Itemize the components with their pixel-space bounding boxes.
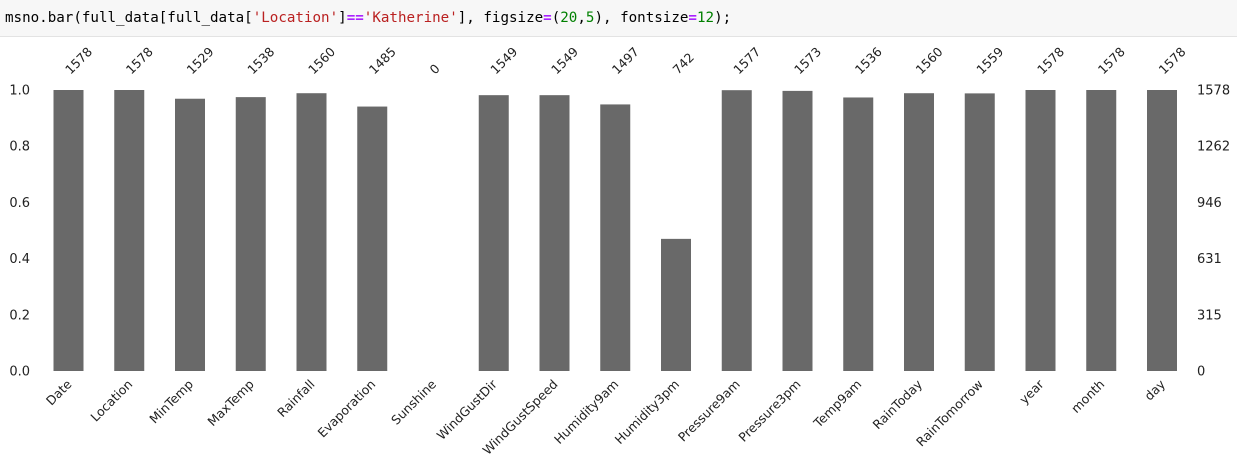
y-tick-label-right: 1262	[1197, 140, 1230, 155]
y-tick-label-left: 1.0	[9, 84, 30, 99]
bar-humidity3pm	[661, 238, 691, 371]
x-tick-label: Pressure9am	[675, 377, 743, 445]
code-token: (	[551, 10, 561, 26]
bar-pressure9am	[721, 90, 752, 371]
y-tick-label-left: 0.4	[9, 252, 30, 267]
bar-count-label: 1578	[1034, 44, 1067, 77]
bar-year	[1025, 90, 1056, 371]
bar-count-label: 1560	[913, 44, 946, 77]
x-tick-label: day	[1141, 376, 1168, 403]
code-token: 12	[696, 10, 715, 26]
bar-count-label: 1536	[852, 44, 885, 77]
bar-rainfall	[296, 93, 327, 371]
x-tick-label: year	[1016, 376, 1047, 407]
bar-count-label: 1538	[244, 44, 277, 77]
bar-month	[1086, 90, 1117, 371]
bar-count-label: 1497	[609, 44, 642, 77]
y-tick-label-right: 315	[1197, 308, 1222, 323]
bar-maxtemp	[235, 97, 266, 372]
bar-temp9am	[843, 97, 874, 371]
bar-windgustdir	[478, 95, 509, 372]
bar-count-label: 0	[427, 61, 443, 77]
code-token: =	[543, 10, 552, 26]
bar-count-label: 1573	[791, 44, 824, 77]
code-token: 5	[585, 10, 595, 26]
x-tick-label: Pressure3pm	[735, 377, 803, 445]
y-tick-label-left: 0.8	[9, 140, 30, 155]
code-token: =	[688, 10, 697, 26]
bar-raintoday	[904, 93, 934, 371]
y-tick-label-right: 1578	[1197, 84, 1230, 99]
x-tick-label: month	[1068, 377, 1107, 416]
code-cell-input[interactable]: msno.bar(full_data[full_data['Location']…	[0, 0, 1237, 37]
bar-pressure3pm	[782, 90, 813, 371]
x-tick-label: Temp9am	[810, 377, 865, 432]
code-token: 'Location'	[252, 10, 339, 26]
bar-count-label: 1577	[730, 44, 763, 77]
x-tick-label: Sunshine	[388, 376, 439, 427]
code-token: 'Katherine'	[363, 10, 458, 26]
y-tick-label-right: 0	[1197, 365, 1205, 380]
y-tick-label-right: 946	[1197, 196, 1222, 211]
code-token: ), fontsize	[594, 10, 689, 26]
bar-windgustspeed	[539, 95, 570, 372]
code-token: msno.bar(full_data[full_data[	[5, 10, 253, 26]
bar-count-label: 1485	[366, 44, 399, 77]
y-tick-label-left: 0.6	[9, 196, 30, 211]
bar-count-label: 742	[670, 50, 697, 77]
code-token: ,	[577, 10, 586, 26]
bar-count-label: 1560	[305, 44, 338, 77]
x-tick-label: Humidity3pm	[612, 377, 683, 448]
x-tick-label: MinTemp	[146, 376, 196, 426]
bar-humidity9am	[600, 104, 631, 372]
bar-count-label: 1578	[62, 44, 95, 77]
code-token: 20	[560, 10, 578, 26]
bar-mintemp	[175, 98, 205, 372]
x-tick-label: MaxTemp	[204, 376, 256, 428]
bar-count-label: 1578	[1095, 44, 1128, 77]
x-tick-label: RainToday	[870, 376, 926, 432]
cell-output: 0.0 0.2 0.4 0.6 0.8 1.0 0 315 631 946 1262 1578 1578…	[0, 37, 1237, 467]
bar-evaporation	[357, 106, 388, 371]
bar-raintomorrow	[964, 93, 995, 371]
bar-count-label: 1578	[1156, 44, 1189, 77]
y-tick-label-left: 0.2	[9, 308, 30, 323]
x-tick-label: WindGustDir	[434, 376, 501, 443]
y-tick-label-right: 631	[1197, 252, 1222, 267]
code-token: ], figsize	[457, 10, 544, 26]
bar-count-label: 1529	[184, 44, 217, 77]
bar-count-label: 1549	[487, 44, 520, 77]
x-tick-label: Date	[43, 376, 75, 408]
bar-date	[53, 90, 84, 371]
code-line[interactable]: msno.bar(full_data[full_data['Location']…	[5, 8, 731, 28]
bar-count-label: 1549	[548, 44, 581, 77]
x-tick-label: Location	[87, 377, 135, 425]
x-tick-label: Rainfall	[274, 377, 317, 420]
bar-count-label: 1559	[973, 44, 1006, 77]
code-token: ==	[346, 10, 364, 26]
code-token: );	[714, 10, 732, 26]
bar-day	[1147, 90, 1177, 371]
missingno-bar-chart: 0.0 0.2 0.4 0.6 0.8 1.0 0 315 631 946 1262 1578 1578…	[9, 44, 1230, 458]
bar-location	[114, 90, 145, 371]
y-tick-label-left: 0.0	[9, 365, 30, 380]
x-tick-label: Evaporation	[315, 377, 379, 441]
bar-count-label: 1578	[123, 44, 156, 77]
code-token: ]	[338, 10, 347, 26]
